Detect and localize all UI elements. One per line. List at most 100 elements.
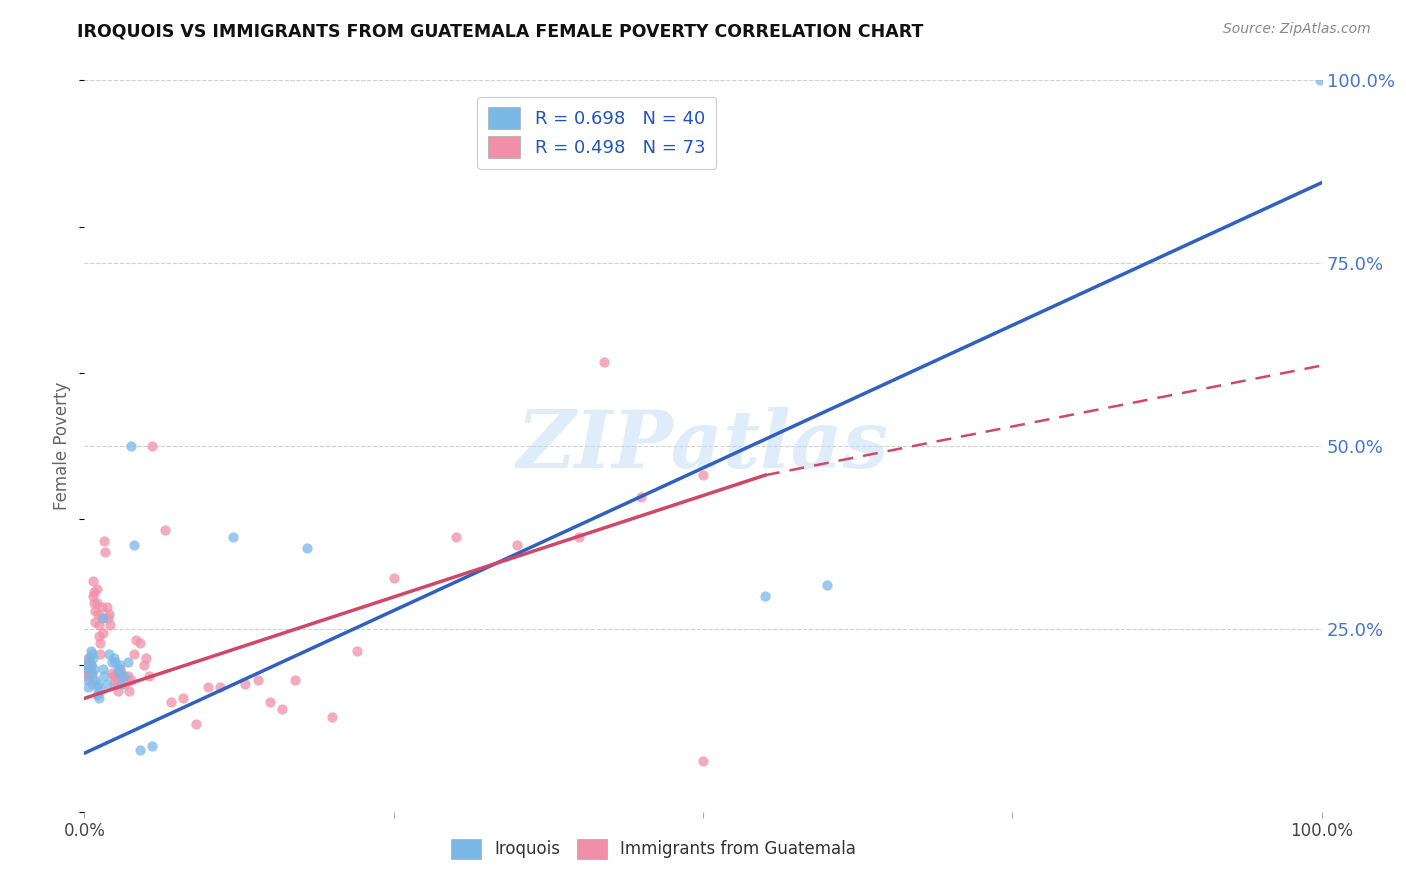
Point	[141, 439, 163, 453]
Point	[79, 651, 101, 665]
Point	[1309, 73, 1331, 87]
Point	[129, 636, 152, 650]
Point	[382, 571, 405, 585]
Point	[153, 523, 176, 537]
Point	[79, 655, 101, 669]
Point	[593, 355, 616, 369]
Point	[141, 739, 163, 753]
Point	[86, 596, 108, 610]
Point	[82, 589, 104, 603]
Point	[754, 589, 776, 603]
Point	[79, 665, 101, 680]
Point	[89, 618, 111, 632]
Point	[506, 538, 529, 552]
Point	[259, 695, 281, 709]
Point	[80, 676, 103, 690]
Point	[129, 742, 152, 756]
Point	[122, 648, 145, 662]
Point	[120, 439, 142, 453]
Point	[118, 684, 141, 698]
Point	[138, 669, 160, 683]
Point	[80, 665, 103, 680]
Point	[77, 673, 100, 687]
Point	[82, 574, 104, 589]
Point	[93, 534, 115, 549]
Point	[110, 676, 132, 690]
Point	[94, 545, 117, 559]
Point	[271, 702, 294, 716]
Point	[83, 585, 105, 599]
Point	[100, 665, 122, 680]
Point	[77, 651, 100, 665]
Point	[91, 625, 114, 640]
Point	[346, 644, 368, 658]
Point	[91, 662, 114, 676]
Point	[107, 662, 129, 676]
Point	[80, 669, 103, 683]
Point	[89, 629, 111, 643]
Point	[110, 658, 132, 673]
Point	[83, 662, 105, 676]
Point	[284, 673, 307, 687]
Point	[112, 669, 135, 683]
Point	[117, 655, 139, 669]
Point	[100, 655, 122, 669]
Point	[83, 596, 105, 610]
Point	[692, 754, 714, 768]
Point	[98, 607, 121, 622]
Point	[87, 676, 110, 690]
Point	[89, 636, 111, 650]
Point	[107, 684, 129, 698]
Point	[233, 676, 256, 690]
Point	[76, 658, 98, 673]
Legend: Iroquois, Immigrants from Guatemala: Iroquois, Immigrants from Guatemala	[444, 832, 863, 865]
Point	[89, 684, 111, 698]
Point	[79, 658, 101, 673]
Point	[160, 695, 183, 709]
Point	[79, 644, 101, 658]
Point	[98, 618, 121, 632]
Point	[104, 669, 127, 683]
Point	[117, 669, 139, 683]
Point	[87, 607, 110, 622]
Point	[295, 541, 318, 556]
Point	[172, 691, 194, 706]
Point	[75, 669, 97, 683]
Point	[76, 662, 98, 676]
Point	[86, 688, 108, 702]
Point	[80, 648, 103, 662]
Point	[104, 655, 127, 669]
Point	[90, 599, 112, 614]
Point	[692, 468, 714, 483]
Point	[110, 662, 132, 676]
Point	[246, 673, 269, 687]
Point	[197, 681, 219, 695]
Point	[630, 490, 652, 504]
Point	[135, 651, 157, 665]
Point	[122, 538, 145, 552]
Point	[82, 651, 104, 665]
Point	[89, 691, 111, 706]
Point	[75, 658, 97, 673]
Point	[125, 632, 148, 647]
Point	[93, 669, 115, 683]
Point	[76, 665, 98, 680]
Point	[84, 673, 107, 687]
Point	[108, 665, 131, 680]
Point	[114, 676, 136, 690]
Y-axis label: Female Poverty: Female Poverty	[53, 382, 72, 510]
Point	[77, 662, 100, 676]
Point	[89, 648, 111, 662]
Point	[321, 709, 343, 723]
Point	[86, 681, 108, 695]
Point	[79, 662, 101, 676]
Point	[96, 599, 118, 614]
Point	[84, 615, 107, 629]
Point	[101, 669, 124, 683]
Point	[77, 681, 100, 695]
Point	[90, 611, 112, 625]
Point	[103, 676, 125, 690]
Point	[84, 603, 107, 617]
Point	[96, 676, 118, 690]
Text: Source: ZipAtlas.com: Source: ZipAtlas.com	[1223, 22, 1371, 37]
